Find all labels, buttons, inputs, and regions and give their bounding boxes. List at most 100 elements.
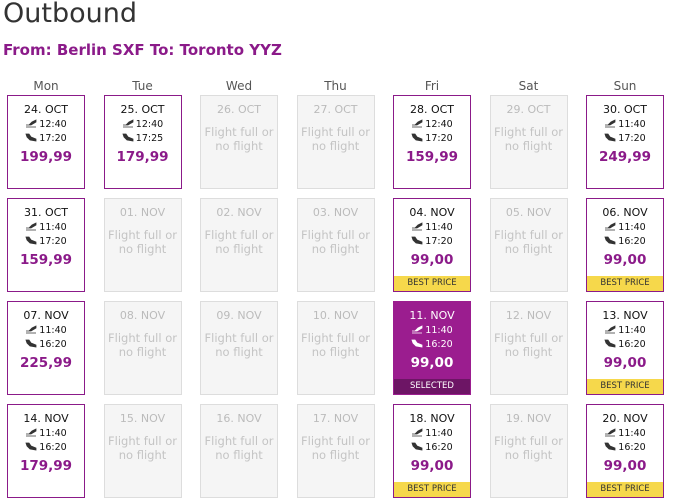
depart-time: 12:40: [135, 119, 164, 130]
status: Flight full or no flight: [494, 331, 563, 359]
price: 249,99: [598, 149, 652, 165]
depart-row: 11:40: [8, 325, 84, 336]
weekday-header: Thu: [324, 79, 347, 93]
date: 14. NOV: [23, 412, 69, 425]
status: Flight full or no flight: [494, 434, 563, 462]
flight-day[interactable]: 20. NOV 11:40 16:20 99,00 BEST PRICE: [586, 404, 664, 498]
takeoff-icon: [412, 428, 423, 437]
price: 179,99: [116, 149, 169, 165]
badge: SELECTED: [394, 379, 470, 394]
date: 20. NOV: [602, 412, 648, 425]
status: Flight full or no flight: [301, 434, 370, 462]
date: 08. NOV: [119, 309, 166, 322]
flight-day[interactable]: 31. OCT 11:40 17:20 159,99: [7, 198, 85, 292]
depart-row: 11:40: [394, 428, 470, 439]
landing-icon: [25, 236, 37, 245]
depart-time: 12:40: [39, 119, 67, 130]
date: 15. NOV: [119, 412, 166, 425]
price: 179,99: [19, 458, 73, 474]
weekday-header: Fri: [424, 79, 440, 93]
depart-row: 11:40: [587, 119, 663, 130]
flight-day[interactable]: 30. OCT 11:40 17:20 249,99: [586, 95, 664, 189]
landing-icon: [604, 442, 616, 451]
arrive-time: 17:20: [425, 133, 453, 144]
takeoff-icon: [412, 222, 423, 231]
date: 13. NOV: [602, 309, 648, 322]
arrive-row: 16:20: [394, 339, 470, 350]
takeoff-icon: [412, 119, 423, 128]
status: Flight full or no flight: [301, 331, 370, 359]
arrive-row: 16:20: [8, 442, 84, 453]
flight-day[interactable]: 07. NOV 11:40 16:20 225,99: [7, 301, 85, 395]
arrive-row: 17:20: [8, 133, 84, 144]
arrive-time: 17:20: [39, 236, 67, 247]
status: Flight full or no flight: [494, 125, 563, 153]
date: 31. OCT: [23, 206, 69, 219]
flight-day[interactable]: 28. OCT 12:40 17:20 159,99: [393, 95, 471, 189]
status: Flight full or no flight: [301, 228, 370, 256]
flight-day[interactable]: 06. NOV 11:40 16:20 99,00 BEST PRICE: [586, 198, 664, 292]
landing-icon: [411, 133, 423, 142]
landing-icon: [411, 339, 423, 348]
landing-icon: [604, 133, 616, 142]
depart-row: 11:40: [394, 222, 470, 233]
takeoff-icon: [26, 119, 37, 128]
arrive-row: 16:20: [587, 442, 663, 453]
takeoff-icon: [605, 222, 616, 231]
date: 04. NOV: [409, 206, 455, 219]
depart-time: 11:40: [425, 325, 453, 336]
landing-icon: [122, 133, 134, 142]
depart-time: 11:40: [39, 428, 67, 439]
unavailable-day: 10. NOV Flight full or no flight: [296, 301, 375, 395]
depart-time: 11:40: [618, 325, 646, 336]
landing-icon: [25, 133, 37, 142]
date: 11. NOV: [409, 309, 455, 322]
arrive-time: 17:25: [135, 133, 164, 144]
takeoff-icon: [122, 119, 134, 128]
price: 159,99: [405, 149, 459, 165]
depart-time: 11:40: [618, 222, 646, 233]
price: 99,00: [410, 252, 454, 268]
unavailable-day: 15. NOV Flight full or no flight: [103, 404, 182, 498]
date: 27. OCT: [313, 103, 358, 116]
flight-day[interactable]: 04. NOV 11:40 17:20 99,00 BEST PRICE: [393, 198, 471, 292]
flight-day[interactable]: 25. OCT 12:40 17:25 179,99: [103, 95, 182, 189]
date: 02. NOV: [216, 206, 262, 219]
date: 26. OCT: [216, 103, 262, 116]
takeoff-icon: [605, 119, 616, 128]
price: 99,00: [410, 458, 454, 474]
date: 07. NOV: [23, 309, 69, 322]
depart-time: 11:40: [39, 222, 67, 233]
takeoff-icon: [605, 428, 616, 437]
flight-day[interactable]: 24. OCT 12:40 17:20 199,99: [7, 95, 85, 189]
unavailable-day: 27. OCT Flight full or no flight: [296, 95, 375, 189]
badge: BEST PRICE: [587, 482, 663, 497]
route: From: Berlin SXF To: Toronto YYZ: [3, 41, 282, 59]
arrive-row: 16:20: [394, 442, 470, 453]
arrive-time: 17:20: [39, 133, 67, 144]
date: 24. OCT: [23, 103, 69, 116]
weekday-header: Tue: [132, 79, 153, 93]
takeoff-icon: [605, 325, 616, 334]
arrive-time: 17:20: [425, 236, 453, 247]
flight-day[interactable]: 18. NOV 11:40 16:20 99,00 BEST PRICE: [393, 404, 471, 498]
price: 199,99: [19, 149, 73, 165]
arrive-time: 16:20: [618, 236, 646, 247]
date: 19. NOV: [505, 412, 552, 425]
arrive-time: 16:20: [39, 339, 67, 350]
flight-day[interactable]: 11. NOV 11:40 16:20 99,00 SELECTED: [393, 301, 471, 395]
flight-day[interactable]: 14. NOV 11:40 16:20 179,99: [7, 404, 85, 498]
arrive-time: 17:20: [618, 133, 646, 144]
status: Flight full or no flight: [108, 434, 177, 462]
landing-icon: [411, 442, 423, 451]
price: 99,00: [603, 355, 647, 371]
landing-icon: [411, 236, 423, 245]
price: 99,00: [410, 355, 454, 371]
unavailable-day: 01. NOV Flight full or no flight: [103, 198, 182, 292]
depart-row: 11:40: [394, 325, 470, 336]
date: 16. NOV: [216, 412, 262, 425]
depart-time: 11:40: [425, 222, 453, 233]
flight-day[interactable]: 13. NOV 11:40 16:20 99,00 BEST PRICE: [586, 301, 664, 395]
depart-row: 11:40: [587, 325, 663, 336]
